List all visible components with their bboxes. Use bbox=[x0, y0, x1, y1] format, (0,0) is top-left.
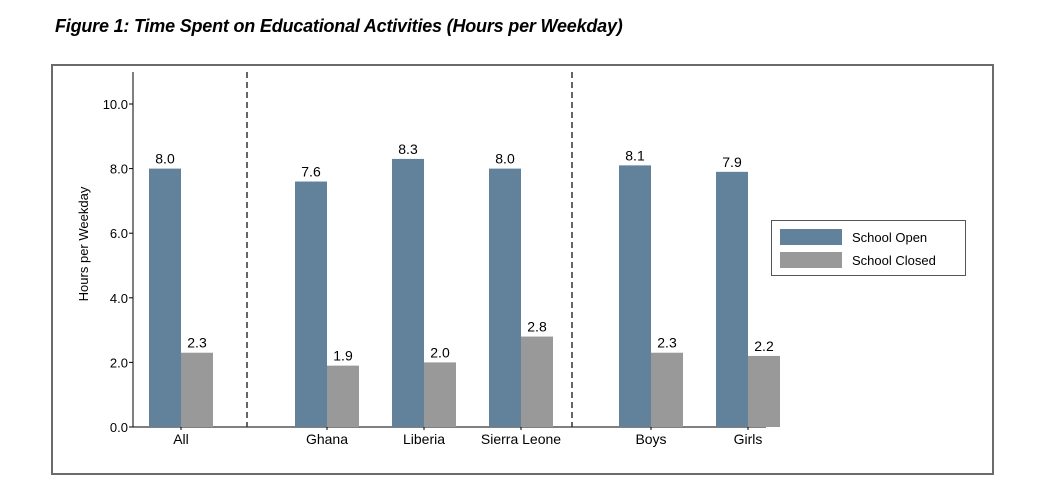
bar-school-closed bbox=[521, 336, 553, 427]
bar-value-label: 8.3 bbox=[398, 141, 418, 157]
legend: School Open School Closed bbox=[771, 220, 966, 276]
bar-value-label: 2.0 bbox=[430, 344, 450, 360]
legend-label-school-open: School Open bbox=[852, 229, 928, 245]
bar-school-closed bbox=[327, 365, 359, 427]
bar-value-label: 8.1 bbox=[625, 147, 645, 163]
bar-value-label: 8.0 bbox=[495, 151, 515, 167]
bar-value-label: 2.8 bbox=[527, 319, 547, 335]
chart-frame bbox=[51, 64, 994, 475]
y-tick-label: 6.0 bbox=[110, 226, 128, 241]
x-tick-label: Girls bbox=[734, 431, 763, 447]
x-tick-label: All bbox=[173, 431, 189, 447]
x-tick-label: Ghana bbox=[306, 431, 348, 447]
y-ticks: 0.0 2.0 4.0 6.0 8.0 10.0 bbox=[103, 97, 133, 435]
bar-labels: 8.0 2.3 7.6 1.9 8.3 2.0 8.0 2.8 8.1 2.3 7.9 2.2 bbox=[155, 141, 774, 364]
bar-value-label: 7.6 bbox=[301, 164, 321, 180]
bar-school-closed bbox=[748, 355, 780, 427]
bar-value-label: 1.9 bbox=[333, 348, 353, 364]
y-tick-label: 4.0 bbox=[110, 291, 128, 306]
y-axis-label: Hours per Weekday bbox=[76, 186, 91, 301]
bars bbox=[149, 158, 780, 427]
x-tick-label: Boys bbox=[635, 431, 666, 447]
bar-school-closed bbox=[424, 362, 456, 427]
bar-value-label: 8.0 bbox=[155, 151, 175, 167]
x-tick-label: Sierra Leone bbox=[481, 431, 561, 447]
bar-value-label: 2.2 bbox=[754, 338, 774, 354]
legend-swatch-school-open bbox=[780, 229, 842, 245]
y-tick-label: 0.0 bbox=[110, 420, 128, 435]
group-separators bbox=[246, 72, 573, 427]
bar-value-label: 2.3 bbox=[187, 335, 207, 351]
bar-school-open bbox=[716, 171, 748, 427]
x-tick-label: Liberia bbox=[403, 431, 445, 447]
y-tick-label: 2.0 bbox=[110, 355, 128, 370]
bar-school-closed bbox=[651, 352, 683, 427]
bar-school-closed bbox=[181, 352, 213, 427]
bar-school-open bbox=[295, 181, 327, 427]
bar-value-label: 7.9 bbox=[722, 154, 742, 170]
bar-school-open bbox=[392, 158, 424, 427]
y-tick-label: 10.0 bbox=[103, 97, 128, 112]
legend-swatch-school-closed bbox=[780, 252, 842, 268]
legend-label-school-closed: School Closed bbox=[852, 252, 936, 268]
legend-item-school-closed: School Closed bbox=[780, 251, 936, 269]
x-tick-labels: All Ghana Liberia Sierra Leone Boys Girls bbox=[173, 427, 762, 447]
figure-title: Figure 1: Time Spent on Educational Acti… bbox=[55, 16, 623, 36]
bar-school-open bbox=[489, 168, 521, 427]
legend-item-school-open: School Open bbox=[780, 228, 927, 246]
y-tick-label: 8.0 bbox=[110, 162, 128, 177]
bar-school-open bbox=[619, 165, 651, 427]
bar-value-label: 2.3 bbox=[657, 335, 677, 351]
bar-school-open bbox=[149, 168, 181, 427]
